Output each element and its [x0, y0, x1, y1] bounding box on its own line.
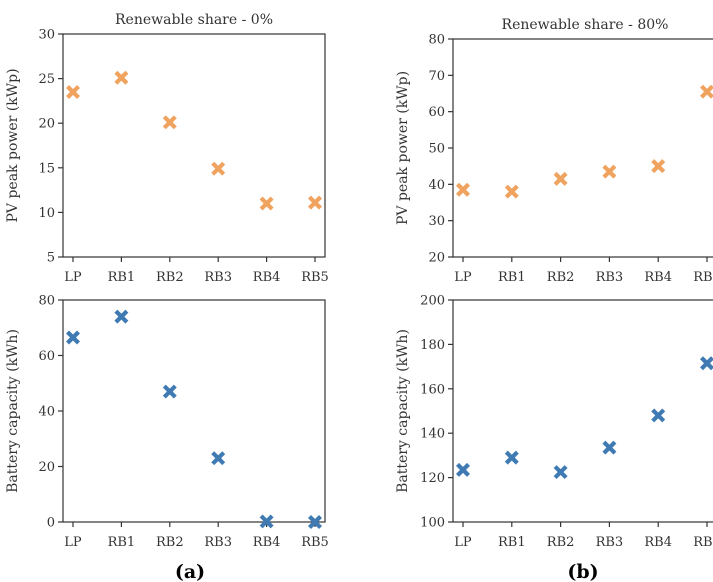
x-tick-label-pv-80-4: RB4 [644, 270, 672, 285]
x-tick-label-pv-80-3: RB3 [596, 270, 624, 285]
y-axis-title-battery-0: Battery capacity (kWh) [5, 329, 21, 493]
x-tick-label-pv-0-4: RB4 [253, 270, 281, 285]
y-tick-label-pv-80-1: 30 [428, 214, 445, 229]
x-tick-label-battery-0-2: RB2 [156, 535, 184, 550]
y-tick-label-pv-80-0: 20 [428, 251, 445, 266]
data-point-battery-0-rb3 [211, 451, 226, 466]
data-point-pv-0-rb3 [211, 161, 226, 176]
y-tick-label-battery-0-2: 40 [38, 405, 55, 420]
x-tick-label-battery-80-0: LP [454, 535, 472, 550]
y-tick-label-battery-80-4: 180 [420, 338, 445, 353]
data-point-pv-0-lp [66, 84, 80, 99]
panel-title-pv-80: Renewable share - 80% [502, 17, 669, 33]
panel-battery-80: 100 120 140 160 180 200 LP RB1 RB2 RB3 RB4 RB5 Batte… [395, 294, 713, 550]
y-tick-label-pv-80-6: 80 [428, 33, 445, 48]
y-tick-label-pv-80-2: 40 [428, 178, 445, 193]
x-tick-label-pv-0-5: RB5 [301, 270, 329, 285]
y-tick-label-battery-80-3: 160 [420, 382, 445, 397]
y-tick-label-pv-80-4: 60 [428, 105, 445, 120]
data-point-battery-80-rb4 [651, 408, 666, 423]
y-axis-title-pv-80: PV peak power (kWp) [395, 71, 411, 225]
data-point-battery-0-rb5 [308, 515, 322, 529]
y-tick-label-pv-0-1: 10 [38, 206, 55, 221]
x-tick-label-battery-0-5: RB5 [301, 535, 329, 550]
y-tick-label-pv-0-5: 30 [38, 28, 55, 43]
y-tick-label-pv-0-0: 5 [47, 251, 55, 266]
y-axis-title-battery-80: Battery capacity (kWh) [395, 329, 411, 493]
x-tick-label-pv-80-5: RB5 [693, 270, 713, 285]
y-tick-label-battery-0-3: 60 [38, 349, 55, 364]
x-tick-label-battery-80-5: RB5 [693, 535, 713, 550]
y-axis-title-pv-0: PV peak power (kWp) [5, 68, 21, 222]
data-point-battery-80-rb2 [553, 465, 568, 480]
plot-frame-pv-80 [452, 38, 713, 258]
data-point-pv-80-rb4 [651, 159, 666, 174]
data-point-pv-0-rb1 [114, 70, 129, 85]
data-point-battery-0-rb1 [114, 309, 129, 324]
plot-frame-battery-0 [62, 299, 326, 523]
x-tick-label-battery-80-3: RB3 [596, 535, 624, 550]
caption-a: (a) [175, 561, 205, 582]
data-point-pv-0-rb2 [162, 115, 177, 130]
data-point-battery-0-rb4 [259, 514, 274, 529]
y-tick-label-battery-0-4: 80 [38, 294, 55, 309]
data-point-battery-80-rb3 [602, 440, 617, 455]
y-tick-label-battery-80-1: 120 [420, 471, 445, 486]
y-tick-label-pv-80-3: 50 [428, 142, 445, 157]
x-tick-label-pv-80-1: RB1 [498, 270, 526, 285]
x-tick-label-battery-80-4: RB4 [644, 535, 672, 550]
data-point-battery-0-rb2 [162, 384, 177, 399]
x-tick-label-battery-0-0: LP [64, 535, 82, 550]
x-tick-label-battery-0-1: RB1 [108, 535, 136, 550]
y-tick-label-pv-0-4: 25 [38, 72, 55, 87]
x-tick-label-pv-0-1: RB1 [108, 270, 136, 285]
y-tick-label-pv-0-3: 20 [38, 117, 55, 132]
data-point-pv-80-rb3 [602, 164, 617, 179]
data-point-pv-80-rb1 [504, 184, 519, 199]
x-tick-label-pv-80-2: RB2 [547, 270, 575, 285]
y-tick-label-pv-0-2: 15 [38, 161, 55, 176]
panel-battery-0: 0 20 40 60 80 LP RB1 RB2 RB3 RB4 RB5 Battery capaci… [5, 294, 329, 551]
data-point-battery-80-lp [456, 462, 470, 477]
data-point-battery-80-rb1 [504, 450, 519, 465]
plot-frame-battery-80 [452, 299, 713, 523]
data-point-pv-80-rb5 [700, 84, 713, 99]
data-point-pv-80-lp [456, 182, 470, 197]
x-tick-label-pv-80-0: LP [454, 270, 472, 285]
y-tick-label-pv-80-5: 70 [428, 69, 445, 84]
panel-title-pv-0: Renewable share - 0% [115, 12, 273, 28]
panel-pv-80: 20 30 40 50 60 70 80 LP RB1 RB2 RB3 RB4 RB5 PV peak p… [395, 17, 713, 285]
data-point-pv-0-rb5 [308, 195, 322, 210]
x-tick-label-battery-80-1: RB1 [498, 535, 526, 550]
data-point-pv-0-rb4 [259, 196, 274, 211]
panel-pv-0: 5 10 15 20 25 30 LP RB1 RB2 RB3 RB4 RB5 PV peak powe… [5, 12, 329, 285]
data-point-battery-80-rb5 [700, 356, 713, 371]
x-tick-label-battery-0-3: RB3 [204, 535, 232, 550]
y-tick-label-battery-0-1: 20 [38, 460, 55, 475]
x-tick-label-battery-80-2: RB2 [547, 535, 575, 550]
data-point-battery-0-lp [66, 330, 80, 345]
plot-frame-pv-0 [62, 33, 326, 258]
x-tick-label-pv-0-3: RB3 [204, 270, 232, 285]
caption-b: (b) [567, 561, 598, 582]
x-tick-label-pv-0-0: LP [64, 270, 82, 285]
y-tick-label-battery-80-2: 140 [420, 427, 445, 442]
y-tick-label-battery-80-0: 100 [420, 516, 445, 531]
y-tick-label-battery-80-5: 200 [420, 294, 445, 309]
y-tick-label-battery-0-0: 0 [47, 516, 55, 531]
x-tick-label-battery-0-4: RB4 [253, 535, 281, 550]
data-point-pv-80-rb2 [553, 171, 568, 186]
x-tick-label-pv-0-2: RB2 [156, 270, 184, 285]
